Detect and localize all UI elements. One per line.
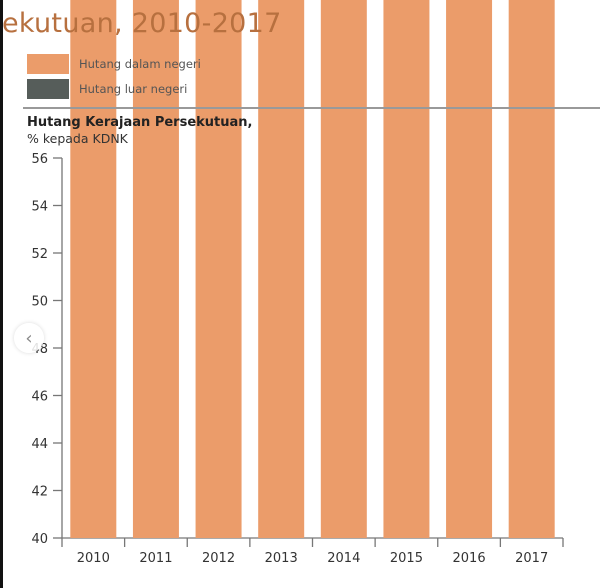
legend-item-foreign: Hutang luar negeri	[27, 79, 187, 99]
y-tick-label: 56	[31, 152, 48, 167]
divider	[23, 107, 600, 109]
x-tick-label: 2013	[265, 551, 298, 566]
x-tick-label: 2017	[515, 551, 548, 566]
legend-label-foreign: Hutang luar negeri	[79, 82, 188, 96]
x-tick-label: 2011	[139, 551, 172, 566]
legend-item-domestic: Hutang dalam negeri	[27, 54, 201, 74]
chart-subtitle: % kepada KDNK	[27, 131, 128, 146]
y-tick-label: 54	[31, 200, 48, 215]
y-tick-label: 46	[31, 390, 48, 405]
bar-domestic-2015	[383, 0, 430, 538]
x-tick-label: 2010	[77, 551, 110, 566]
chart-title: Hutang Kerajaan Persekutuan,	[27, 115, 253, 130]
left-edge	[0, 0, 3, 588]
x-tick-label: 2012	[202, 551, 235, 566]
bar-domestic-2013	[258, 0, 305, 538]
bar-domestic-2012	[195, 0, 242, 538]
y-tick-label: 52	[31, 247, 48, 262]
bar-domestic-2016	[446, 0, 493, 538]
previous-arrow-button[interactable]: ‹	[14, 323, 44, 353]
y-tick-label: 50	[31, 295, 48, 310]
bar-domestic-2014	[320, 0, 367, 538]
x-tick-label: 2016	[453, 551, 486, 566]
x-tick-label: 2014	[327, 551, 360, 566]
y-tick-label: 42	[31, 485, 48, 500]
legend-swatch-domestic	[27, 54, 69, 74]
legend-swatch-foreign	[27, 79, 69, 99]
page-title: ekutuan, 2010-2017	[2, 8, 282, 39]
chevron-left-icon: ‹	[25, 327, 33, 349]
x-tick-label: 2015	[390, 551, 423, 566]
legend-label-domestic: Hutang dalam negeri	[79, 57, 201, 71]
y-tick-label: 40	[31, 532, 48, 547]
bar-domestic-2017	[508, 0, 555, 538]
y-tick-label: 44	[31, 437, 48, 452]
